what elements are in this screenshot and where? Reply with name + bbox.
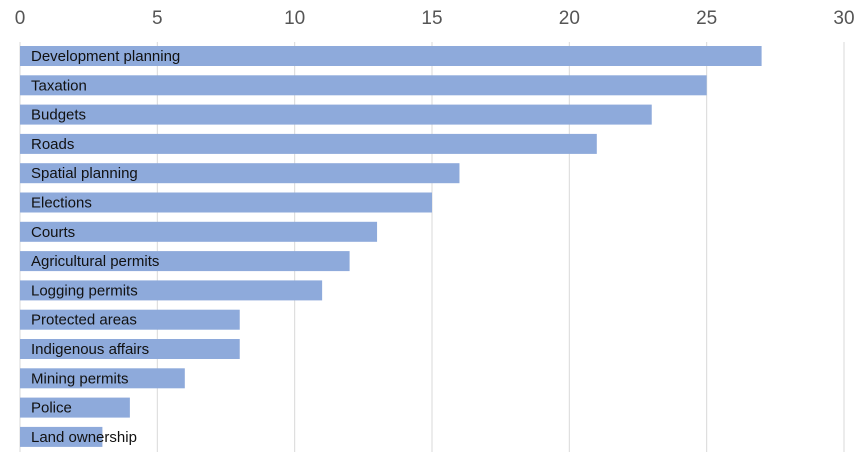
- x-tick-label: 15: [421, 8, 442, 29]
- bars: [20, 46, 762, 447]
- category-label: Taxation: [31, 77, 87, 94]
- category-label: Agricultural permits: [31, 253, 159, 270]
- bar: [20, 46, 762, 66]
- bar: [20, 309, 240, 330]
- x-tick-label: 10: [284, 8, 305, 29]
- gridlines: [19, 42, 845, 452]
- bar: [20, 163, 460, 184]
- bar: [20, 426, 103, 447]
- category-label: Police: [31, 400, 72, 417]
- bar: [20, 368, 185, 389]
- x-axis-ticks: 0 5 10 15 20 25 30: [15, 8, 855, 29]
- category-label: Logging permits: [31, 282, 138, 299]
- category-label: Roads: [31, 136, 74, 153]
- category-label: Mining permits: [31, 370, 129, 387]
- bar: [20, 251, 350, 272]
- category-label: Budgets: [31, 107, 86, 124]
- bar: [20, 133, 597, 154]
- x-tick-label: 0: [15, 8, 26, 29]
- bar: [20, 397, 130, 418]
- x-tick-label: 25: [696, 8, 717, 29]
- category-label: Courts: [31, 224, 75, 241]
- category-label: Indigenous affairs: [31, 341, 149, 358]
- category-label: Development planning: [31, 48, 180, 65]
- x-tick-label: 20: [559, 8, 580, 29]
- bar: [20, 221, 378, 242]
- x-tick-label: 30: [833, 8, 854, 29]
- bar: [20, 75, 707, 96]
- x-tick-label: 5: [152, 8, 163, 29]
- bar: [20, 339, 240, 359]
- category-labels: Development planning Taxation Budgets Roads…: [31, 48, 180, 446]
- category-label: Elections: [31, 195, 92, 212]
- category-label: Protected areas: [31, 312, 137, 329]
- bar: [20, 192, 432, 213]
- bar: [20, 280, 323, 301]
- bar: [20, 104, 652, 125]
- category-label: Land ownership: [31, 429, 137, 446]
- category-label: Spatial planning: [31, 165, 138, 182]
